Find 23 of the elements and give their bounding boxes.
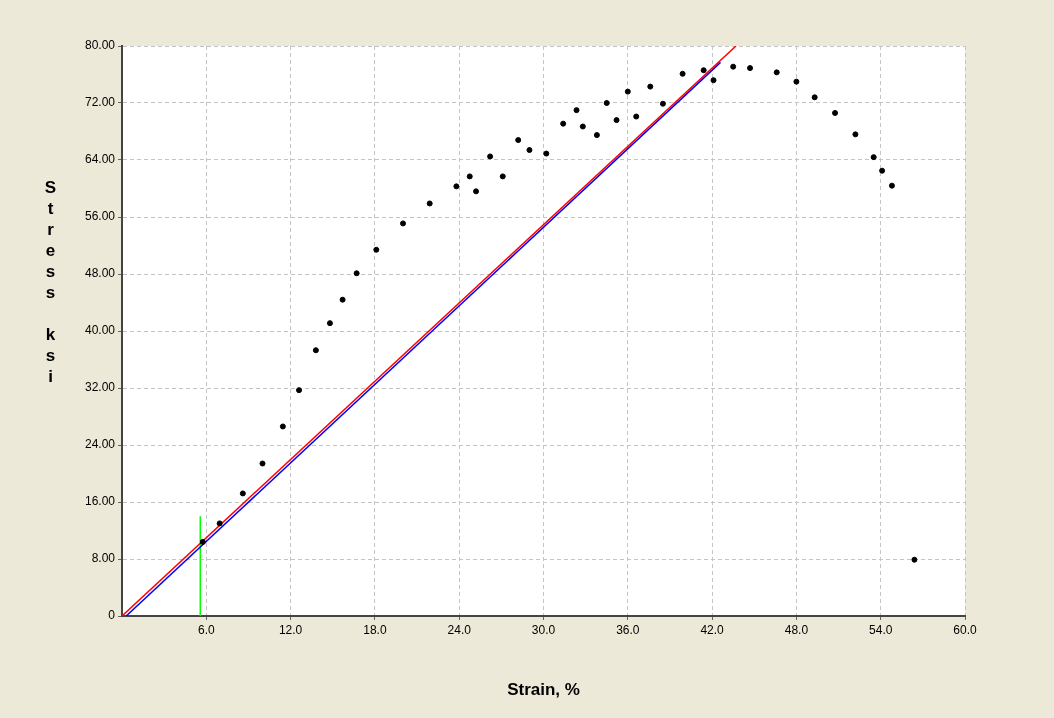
x-axis-title: Strain, % xyxy=(506,680,581,700)
x-tick-label: 24.0 xyxy=(447,622,472,637)
y-tick-label: 24.00 xyxy=(84,437,116,452)
y-axis-title: Stress ksi xyxy=(40,178,60,388)
y-tick-label: 16.00 xyxy=(84,494,116,509)
y-tick-label: 72.00 xyxy=(84,95,116,110)
y-tick-label: 64.00 xyxy=(84,152,116,167)
y-tick-label: 32.00 xyxy=(84,380,116,395)
x-tick-label: 36.0 xyxy=(616,622,640,637)
y-tick-label: 40.00 xyxy=(84,323,116,338)
x-tick-label: 30.0 xyxy=(531,622,556,637)
x-tick-label: 6.0 xyxy=(197,622,215,637)
x-tick-label: 42.0 xyxy=(700,622,725,637)
x-tick-label: 12.0 xyxy=(278,622,303,637)
x-tick-label: 48.0 xyxy=(784,622,809,637)
x-tick-label: 54.0 xyxy=(869,622,893,637)
y-tick-label: 8.00 xyxy=(91,551,116,566)
y-tick-label: 48.00 xyxy=(84,266,116,281)
x-tick-label: 60.0 xyxy=(953,622,977,637)
y-tick-label: 0 xyxy=(108,608,116,623)
y-tick-label: 56.00 xyxy=(84,209,116,224)
y-tick-label: 80.00 xyxy=(84,38,116,53)
x-tick-label: 18.0 xyxy=(363,622,387,637)
